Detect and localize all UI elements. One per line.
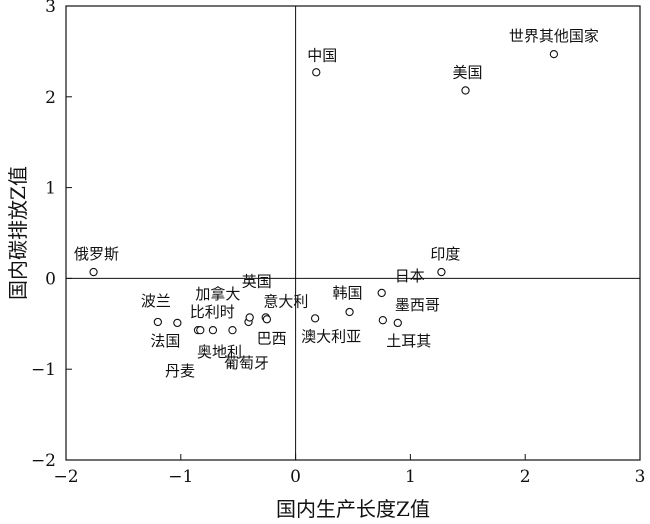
point-label: 巴西 bbox=[257, 329, 287, 347]
x-tick-label: −2 bbox=[53, 467, 78, 487]
data-point bbox=[312, 68, 321, 77]
data-point bbox=[262, 315, 272, 324]
point-label: 美国 bbox=[452, 63, 482, 81]
point-label: 意大利 bbox=[263, 292, 308, 310]
data-point bbox=[377, 288, 386, 298]
point-label: 墨西哥 bbox=[395, 296, 440, 314]
x-tick-label: −1 bbox=[168, 467, 193, 487]
data-point bbox=[228, 326, 237, 335]
data-point bbox=[437, 267, 446, 277]
point-label: 中国 bbox=[307, 46, 337, 64]
data-point bbox=[208, 326, 218, 335]
data-points bbox=[89, 49, 559, 335]
x-tick-label: 1 bbox=[405, 467, 416, 487]
point-label: 葡萄牙 bbox=[224, 354, 269, 372]
y-tick-label: −2 bbox=[31, 451, 56, 471]
point-label: 日本 bbox=[395, 267, 425, 285]
data-point bbox=[378, 316, 387, 325]
y-tick-label: 1 bbox=[45, 179, 56, 199]
data-point bbox=[245, 313, 254, 322]
x-axis-title: 国内生产长度Z值 bbox=[276, 497, 430, 521]
data-point bbox=[549, 49, 559, 59]
axis-ticks: −2 −1 0 1 2 3 −2 −1 0 1 2 3 bbox=[31, 0, 645, 487]
point-label: 土耳其 bbox=[386, 332, 431, 350]
y-tick-label: 2 bbox=[45, 88, 56, 108]
point-label: 比利时 bbox=[190, 303, 235, 321]
y-tick-label: −1 bbox=[31, 360, 56, 380]
point-label: 奥地利 bbox=[197, 343, 242, 361]
y-tick-label: 3 bbox=[45, 0, 56, 17]
data-point bbox=[393, 318, 402, 328]
y-axis-title: 国内碳排放Z值 bbox=[6, 166, 30, 300]
point-label: 波兰 bbox=[141, 292, 171, 310]
point-label: 澳大利亚 bbox=[301, 327, 361, 345]
x-tick-label: 2 bbox=[520, 467, 531, 487]
data-point bbox=[196, 326, 205, 335]
data-point bbox=[461, 86, 470, 95]
y-tick-label: 0 bbox=[45, 269, 56, 289]
point-label: 世界其他国家 bbox=[509, 27, 599, 45]
data-point bbox=[173, 318, 182, 328]
data-point bbox=[153, 317, 162, 327]
point-label: 英国 bbox=[242, 272, 272, 290]
x-tick-label: 3 bbox=[635, 467, 646, 487]
point-label: 韩国 bbox=[333, 284, 363, 302]
data-point bbox=[89, 267, 98, 277]
point-label: 俄罗斯 bbox=[74, 245, 119, 263]
data-point bbox=[345, 307, 354, 317]
point-label: 丹麦 bbox=[165, 362, 195, 380]
point-label: 印度 bbox=[430, 245, 460, 263]
data-point bbox=[310, 314, 320, 323]
point-label: 法国 bbox=[150, 332, 180, 350]
plot-frame bbox=[65, 5, 641, 461]
point-label: 加拿大 bbox=[195, 285, 240, 303]
x-tick-label: 0 bbox=[290, 467, 301, 487]
